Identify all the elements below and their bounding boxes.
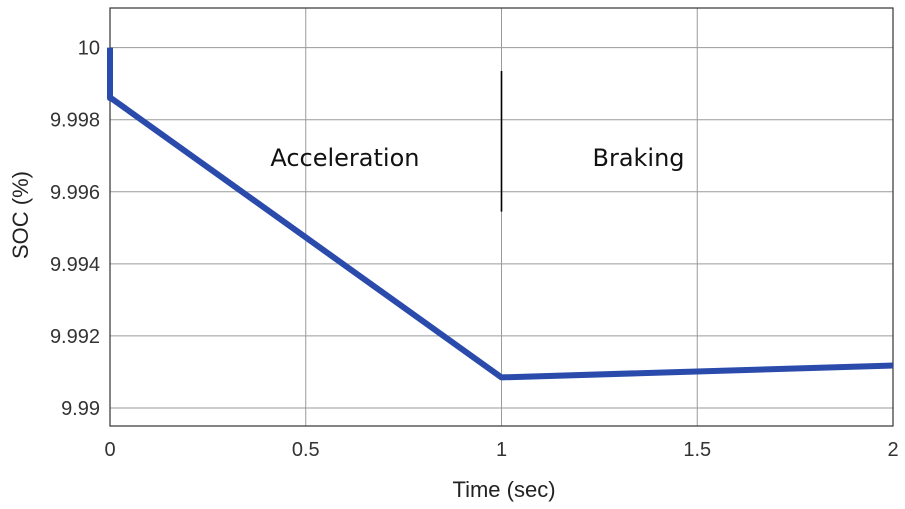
annotations: Acceleration Braking [270, 144, 684, 172]
grid [109, 8, 894, 426]
y-tick-label: 9.998 [50, 110, 100, 132]
x-tick-label: 2 [887, 439, 898, 461]
y-tick-label: 9.994 [50, 254, 100, 276]
x-tick-labels: 0 0.5 1 1.5 2 [104, 439, 898, 461]
series-line-soc [107, 47, 894, 381]
x-tick-label: 0 [104, 439, 115, 461]
y-tick-label: 9.996 [50, 182, 100, 204]
y-tick-labels: 9.99 9.992 9.994 9.996 9.998 10 [50, 38, 100, 420]
x-tick-label: 1.5 [683, 439, 711, 461]
x-tick-label: 1 [496, 439, 507, 461]
series-layer [107, 47, 894, 381]
annotation-label: Acceleration [270, 144, 419, 172]
plot-frame [109, 7, 894, 427]
y-tick-label: 10 [78, 38, 100, 60]
annotation-label: Braking [592, 144, 684, 172]
y-tick-label: 9.99 [61, 398, 100, 420]
x-axis-label: Time (sec) [452, 477, 555, 502]
y-tick-label: 9.992 [50, 326, 100, 348]
y-axis-label: SOC (%) [8, 171, 33, 259]
x-tick-label: 0.5 [292, 439, 320, 461]
